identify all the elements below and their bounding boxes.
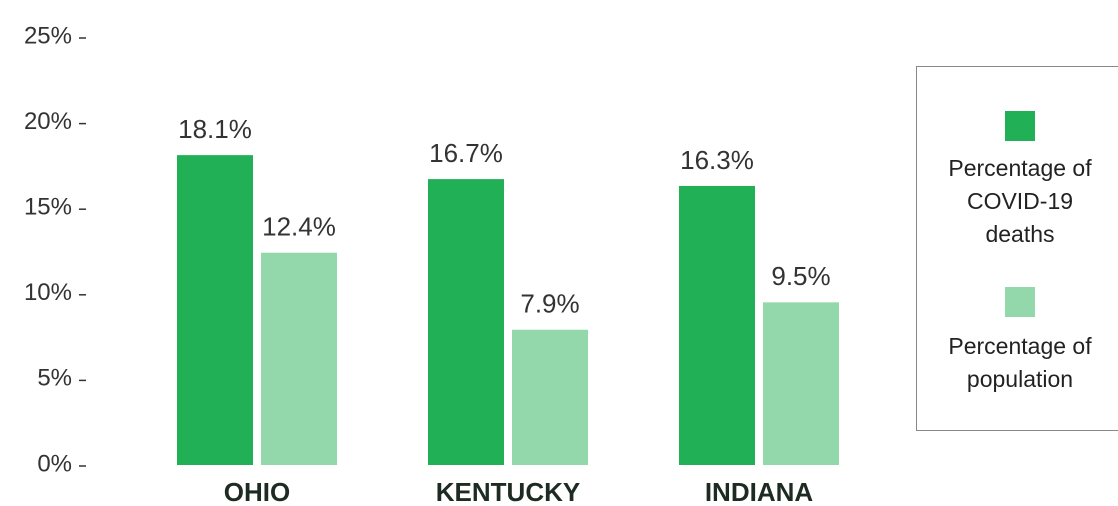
bar bbox=[763, 302, 839, 465]
y-tick-label: 5% bbox=[37, 365, 72, 392]
value-label: 18.1% bbox=[178, 114, 252, 144]
bar bbox=[261, 252, 337, 465]
y-tick-label: 25% bbox=[24, 22, 72, 49]
y-tick-label: 20% bbox=[24, 108, 72, 135]
x-tick-label: OHIO bbox=[224, 477, 290, 506]
value-label: 16.7% bbox=[429, 138, 503, 168]
bar bbox=[428, 179, 504, 465]
y-tick-label: 15% bbox=[24, 194, 72, 221]
value-label: 12.4% bbox=[262, 212, 336, 242]
legend-label: Percentage of population bbox=[948, 333, 1092, 392]
y-tick-label: 10% bbox=[24, 279, 72, 306]
bar bbox=[512, 329, 588, 465]
value-label: 9.5% bbox=[771, 261, 830, 291]
value-label: 16.3% bbox=[680, 145, 754, 175]
x-tick-label: INDIANA bbox=[705, 477, 814, 506]
y-tick-label: 0% bbox=[37, 450, 72, 477]
legend-swatch bbox=[1005, 287, 1035, 317]
legend-box bbox=[916, 66, 1118, 431]
legend-swatch bbox=[1005, 111, 1035, 141]
legend-label: Percentage of COVID-19 deaths bbox=[948, 155, 1092, 247]
bar bbox=[679, 185, 755, 465]
bar bbox=[177, 155, 253, 466]
x-tick-label: KENTUCKY bbox=[436, 477, 580, 506]
value-label: 7.9% bbox=[520, 289, 579, 319]
